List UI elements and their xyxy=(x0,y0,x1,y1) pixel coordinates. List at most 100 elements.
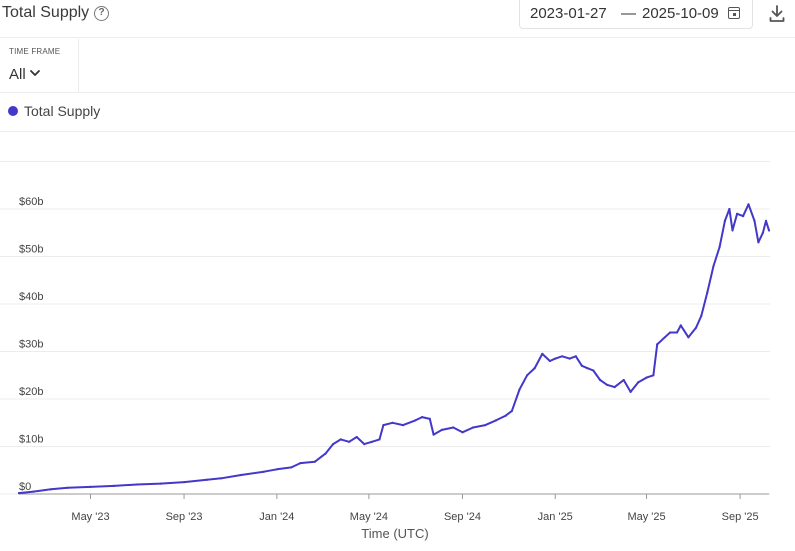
data-point[interactable] xyxy=(484,424,487,427)
data-point[interactable] xyxy=(414,419,417,422)
timeframe-label: TIME FRAME xyxy=(9,47,61,56)
data-point[interactable] xyxy=(472,426,475,429)
data-point[interactable] xyxy=(494,419,497,422)
data-point[interactable] xyxy=(554,357,557,360)
data-point[interactable] xyxy=(378,438,381,441)
data-point[interactable] xyxy=(561,355,564,358)
data-point[interactable] xyxy=(159,482,162,485)
data-point[interactable] xyxy=(355,435,358,439)
data-point[interactable] xyxy=(262,470,265,473)
data-point[interactable] xyxy=(348,440,351,443)
timeframe-selector[interactable]: TIME FRAME All xyxy=(0,39,79,92)
data-point[interactable] xyxy=(461,431,464,434)
data-point[interactable] xyxy=(712,264,715,268)
data-point[interactable] xyxy=(731,229,734,232)
data-point[interactable] xyxy=(533,367,536,370)
data-point[interactable] xyxy=(637,381,640,384)
data-point[interactable] xyxy=(205,478,208,481)
data-point[interactable] xyxy=(66,486,69,489)
data-point[interactable] xyxy=(510,409,513,412)
data-point[interactable] xyxy=(764,219,768,222)
data-point[interactable] xyxy=(240,473,243,477)
data-point[interactable] xyxy=(541,352,544,355)
data-point[interactable] xyxy=(767,229,771,232)
data-point[interactable] xyxy=(518,388,521,391)
date-range-end[interactable]: 2025-10-09 xyxy=(642,5,719,22)
data-point[interactable] xyxy=(718,245,721,249)
data-point[interactable] xyxy=(656,343,659,346)
data-point[interactable] xyxy=(580,364,584,367)
data-point[interactable] xyxy=(574,355,577,358)
data-point[interactable] xyxy=(675,331,679,334)
data-point[interactable] xyxy=(629,390,632,393)
data-point[interactable] xyxy=(613,386,616,389)
y-tick-label: $0 xyxy=(19,481,31,493)
data-point[interactable] xyxy=(586,367,589,370)
data-point[interactable] xyxy=(700,314,703,317)
data-point[interactable] xyxy=(504,414,507,417)
legend-label[interactable]: Total Supply xyxy=(24,103,101,119)
line-chart[interactable]: $0 $10b $20b $30b $40b $50b $60b May '23 Sep '2… xyxy=(0,132,795,551)
data-point[interactable] xyxy=(339,438,342,441)
calendar-icon[interactable] xyxy=(728,7,740,19)
timeframe-value[interactable]: All xyxy=(9,66,26,83)
download-icon[interactable] xyxy=(768,4,786,24)
data-point[interactable] xyxy=(32,490,35,493)
data-point[interactable] xyxy=(728,207,731,211)
data-point[interactable] xyxy=(370,440,373,443)
x-axis-title: Time (UTC) xyxy=(361,526,428,541)
data-point[interactable] xyxy=(687,336,690,339)
data-point[interactable] xyxy=(332,443,335,446)
data-point[interactable] xyxy=(747,203,750,206)
data-point[interactable] xyxy=(275,468,278,471)
data-point[interactable] xyxy=(622,378,625,382)
series-line[interactable] xyxy=(18,203,770,495)
data-point[interactable] xyxy=(440,428,443,431)
data-point[interactable] xyxy=(363,443,366,446)
data-point[interactable] xyxy=(452,426,455,429)
data-point[interactable] xyxy=(299,462,302,465)
data-point[interactable] xyxy=(313,460,316,463)
data-point[interactable] xyxy=(220,477,223,480)
data-point[interactable] xyxy=(432,433,435,436)
date-range-picker[interactable]: 2023-01-27 — 2025-10-09 xyxy=(519,0,753,29)
date-range-start[interactable]: 2023-01-27 xyxy=(530,5,607,22)
data-point[interactable] xyxy=(706,291,709,294)
data-point[interactable] xyxy=(113,484,116,487)
data-point[interactable] xyxy=(742,215,745,218)
data-point[interactable] xyxy=(382,424,385,427)
data-point[interactable] xyxy=(599,378,602,382)
data-point[interactable] xyxy=(89,485,92,488)
data-point[interactable] xyxy=(761,231,765,234)
data-point[interactable] xyxy=(324,452,327,455)
data-point[interactable] xyxy=(723,219,727,222)
data-point[interactable] xyxy=(568,357,571,360)
chevron-down-icon[interactable] xyxy=(29,68,41,78)
help-circle-icon[interactable]: ? xyxy=(94,6,109,21)
data-point[interactable] xyxy=(736,212,739,215)
data-point[interactable] xyxy=(421,416,424,419)
data-point[interactable] xyxy=(645,376,648,379)
data-point[interactable] xyxy=(605,383,609,386)
y-tick-label: $10b xyxy=(19,434,43,446)
data-point[interactable] xyxy=(694,326,698,329)
data-point[interactable] xyxy=(135,483,138,486)
data-point[interactable] xyxy=(592,369,595,372)
data-point[interactable] xyxy=(526,374,529,377)
data-point[interactable] xyxy=(757,241,760,244)
data-point[interactable] xyxy=(669,331,672,334)
y-tick-label: $40b xyxy=(19,291,43,303)
data-point[interactable] xyxy=(183,481,186,484)
x-tick-label: May '25 xyxy=(627,511,665,523)
data-point[interactable] xyxy=(402,424,405,427)
data-point[interactable] xyxy=(428,417,431,420)
data-point[interactable] xyxy=(548,359,552,363)
data-point[interactable] xyxy=(753,219,756,222)
data-point[interactable] xyxy=(49,488,53,491)
data-point[interactable] xyxy=(663,336,666,339)
data-point[interactable] xyxy=(652,374,655,377)
data-point[interactable] xyxy=(391,421,394,424)
data-point[interactable] xyxy=(290,466,293,469)
data-point[interactable] xyxy=(679,324,682,327)
data-point[interactable] xyxy=(17,492,21,495)
